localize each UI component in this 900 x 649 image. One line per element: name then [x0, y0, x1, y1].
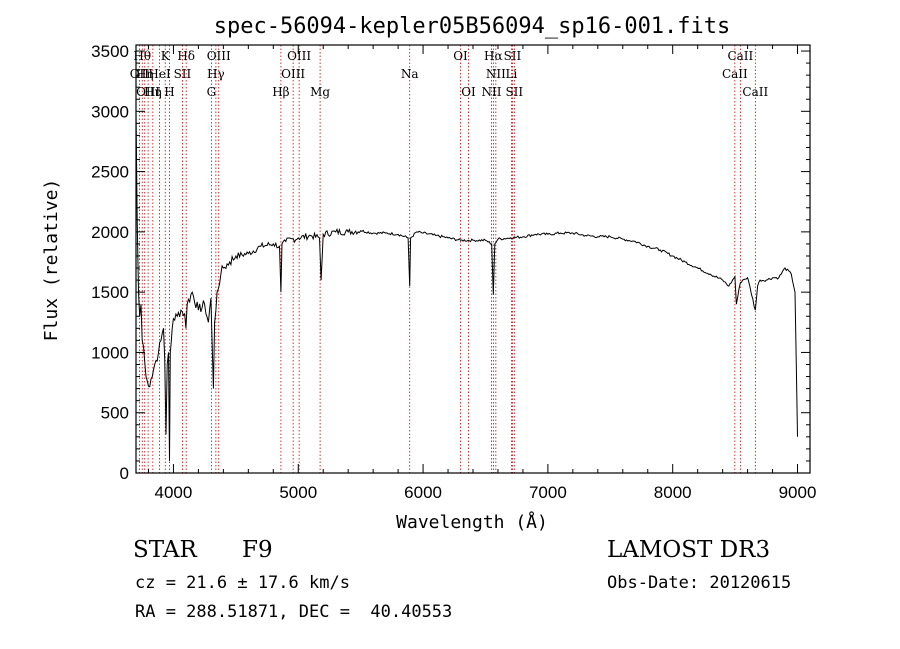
y-tick-label: 0 [120, 464, 129, 483]
line-label-27: CaII [727, 49, 753, 63]
line-label-8: SII [174, 67, 192, 81]
line-label-10: G [207, 85, 217, 99]
line-label-26: CaII [722, 67, 748, 81]
coordinates: RA = 288.51871, DEC = 40.40553 [135, 602, 453, 622]
observation-date: Obs-Date: 20120615 [607, 573, 792, 593]
x-tick-label: 5000 [279, 483, 317, 502]
x-tick-label: 8000 [654, 483, 692, 502]
y-tick-label: 3500 [91, 42, 129, 61]
chart-title: spec-56094-kepler05B56094_sp16-001.fits [214, 14, 731, 39]
emission-line-markers [138, 45, 756, 473]
line-label-2: Hη [136, 67, 154, 81]
line-label-3: OIII [136, 85, 160, 99]
line-label-0: OII [130, 67, 150, 81]
line-label-22: NII [486, 67, 506, 81]
y-axis-label: Flux (relative) [41, 179, 62, 342]
line-label-12: OIII [207, 49, 231, 63]
line-label-9: Hδ [177, 49, 195, 63]
line-label-16: Mg [310, 85, 330, 99]
line-label-13: Hβ [272, 85, 289, 99]
line-label-23: Li [506, 67, 518, 81]
spectrum-line [135, 111, 798, 461]
y-tick-label: 1000 [91, 343, 129, 362]
line-label-20: NII [481, 85, 501, 99]
line-label-11: Hγ [207, 67, 225, 81]
line-label-5: HeI [148, 67, 171, 81]
y-tick-label: 2500 [91, 163, 129, 182]
line-label-19: OI [461, 85, 476, 99]
y-tick-label: 2000 [91, 223, 129, 242]
object-subclass: F9 [242, 537, 273, 563]
emission-line-labels: OIIHθHηOIIIHηHeIKHSIIHδGHγOIIIHβOIIIOIII… [130, 49, 769, 99]
object-class: STAR [133, 537, 197, 563]
line-label-6: K [161, 49, 171, 63]
x-tick-label: 4000 [155, 483, 193, 502]
x-tick-label: 9000 [779, 483, 817, 502]
survey-name: LAMOST DR3 [607, 537, 771, 563]
line-label-1: Hθ [133, 49, 151, 63]
line-label-28: CaII [742, 85, 768, 99]
x-axis: 4000 5000 6000 7000 8000 9000 [147, 45, 817, 502]
spectrum-series [135, 111, 798, 461]
y-tick-label: 500 [101, 404, 129, 423]
line-label-21: Hα [484, 49, 503, 63]
x-tick-label: 6000 [404, 483, 442, 502]
y-axis: 0 500 1000 1500 2000 2500 3000 3500 [91, 42, 810, 483]
line-label-24: SII [504, 49, 522, 63]
line-label-25: SII [505, 85, 523, 99]
x-axis-label: Wavelength (Å) [396, 511, 548, 533]
redshift-velocity: cz = 21.6 ± 17.6 km/s [135, 573, 350, 593]
line-label-15: OIII [287, 49, 311, 63]
line-label-18: OI [453, 49, 468, 63]
line-label-14: OIII [281, 67, 305, 81]
y-tick-label: 3000 [91, 102, 129, 121]
line-label-7: H [164, 85, 174, 99]
x-tick-label: 7000 [529, 483, 567, 502]
y-tick-label: 1500 [91, 283, 129, 302]
line-label-4: Hη [144, 85, 162, 99]
line-label-17: Na [401, 67, 419, 81]
